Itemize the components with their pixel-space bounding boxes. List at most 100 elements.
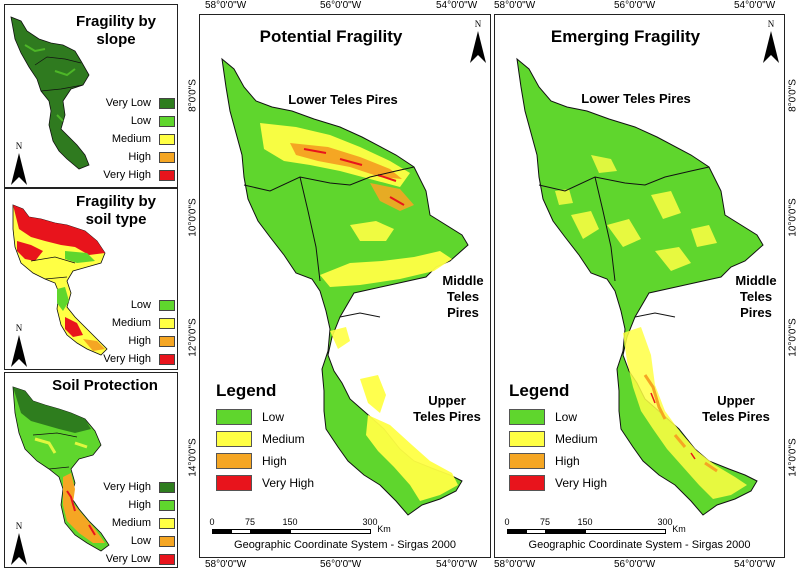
legend-swatch [159,152,175,163]
lon-label: 54°0'0"W [734,559,776,570]
scale-tick: 75 [539,517,551,527]
emerging-fragility-map [516,57,764,516]
legend-item: High [216,451,346,473]
legend-item: Very High [509,473,639,495]
scale-tick: 0 [504,517,510,527]
region-label-line: Teles [446,289,480,304]
legend-swatch [216,453,252,469]
soil-fragility-panel: Fragility by soil type Low Medium High V… [4,188,178,370]
legend-label: Very Low [105,553,151,565]
legend-label: Very High [103,353,151,365]
slope-fragility-map [10,16,90,170]
legend-item: Medium [216,429,346,451]
lon-label: 54°0'0"W [436,559,478,570]
slope-title-line-2: slope [96,31,136,48]
lon-label: 58°0'0"W [494,559,536,570]
legend-label: High [128,151,151,163]
soil-fragility-legend: Low Medium High Very High [99,299,175,369]
soil-protection-map [12,386,110,552]
legend-swatch [159,116,175,127]
legend-item: High [99,335,175,349]
region-label-line: Pires [740,305,772,320]
north-arrow-icon: N [9,323,29,367]
north-arrow-icon: N [9,521,29,565]
coordinate-system-note: Geographic Coordinate System - Sirgas 20… [528,539,751,551]
legend-label: Low [555,410,578,424]
slope-title-line-1: Fragility by [75,13,157,30]
legend-swatch [159,134,175,145]
legend-label: Very Low [105,97,151,109]
legend-label: High [262,454,287,468]
lon-label: 58°0'0"W [205,0,247,11]
lat-label: 8°0'0"S [187,79,199,112]
lon-label: 54°0'0"W [436,0,478,11]
scale-segment [585,529,666,534]
scale-unit: Km [377,524,391,534]
legend-label: Low [130,115,151,127]
legend-item: Low [99,535,175,549]
scale-unit: Km [672,524,686,534]
scale-tick: 0 [209,517,215,527]
legend-swatch [159,336,175,347]
scale-segment [290,529,371,534]
soil-fragility-map [12,204,108,356]
region-label-line: Middle [735,273,777,288]
scale-segment [526,529,546,534]
lon-label: 58°0'0"W [205,559,247,570]
legend-label: Very High [555,476,608,490]
north-label: N [15,323,23,333]
potential-fragility-title: Potential Fragility [259,27,403,46]
legend-label: Medium [555,432,598,446]
legend-item: Low [99,115,175,129]
legend-label: High [128,335,151,347]
legend-item: High [509,451,639,473]
soil-title-line-1: Fragility by [75,193,157,210]
lat-label: 12°0'0"S [187,318,199,357]
soil-protection-title: Soil Protection [35,377,175,395]
legend-label: Low [130,535,151,547]
legend-item: Medium [509,429,639,451]
legend-item: High [99,499,175,513]
legend-swatch [159,318,175,329]
lon-label: 56°0'0"W [320,559,362,570]
lat-label: 14°0'0"S [187,438,199,477]
emerging-fragility-legend: Legend Low Medium High Very High [509,381,639,495]
legend-label: Medium [111,317,151,329]
emerging-fragility-panel: Emerging Fragility N Lower Teles Pires M… [494,14,785,558]
legend-swatch [159,482,175,493]
legend-label: Very High [262,476,315,490]
legend-label: Medium [262,432,305,446]
legend-label: High [128,499,151,511]
scale-segment [212,529,232,534]
slope-fragility-legend: Very Low Low Medium High Very High [99,97,175,181]
legend-swatch [216,475,252,491]
legend-item: Medium [99,133,175,147]
legend-swatch [509,409,545,425]
legend-item: Very Low [99,97,175,111]
north-arrow-icon: N [761,19,781,63]
region-label-upper: Upper Teles Pires [691,393,781,425]
legend-item: Very High [99,353,175,367]
scale-tick: 150 [577,517,593,527]
lat-label: 14°0'0"S [787,438,799,477]
lat-label: 10°0'0"S [187,198,199,237]
lon-label: 56°0'0"W [320,0,362,11]
soil-fragility-title: Fragility by soil type [61,193,171,229]
legend-title: Legend [216,381,277,400]
scale-bar: 0 75 150 300 Km [504,517,705,537]
lon-label: 54°0'0"W [734,0,776,11]
region-label-line: Pires [447,305,479,320]
legend-item: Medium [99,517,175,531]
scale-segment [250,529,291,534]
north-label: N [15,141,23,151]
legend-swatch [509,431,545,447]
scale-segment [231,529,251,534]
legend-swatch [159,536,175,547]
lon-label: 56°0'0"W [614,0,656,11]
lat-label: 10°0'0"S [787,198,799,237]
scale-segment [507,529,527,534]
scale-tick: 150 [282,517,298,527]
lon-label: 58°0'0"W [494,0,536,11]
region-label-line: Teles [739,289,773,304]
legend-swatch [509,453,545,469]
